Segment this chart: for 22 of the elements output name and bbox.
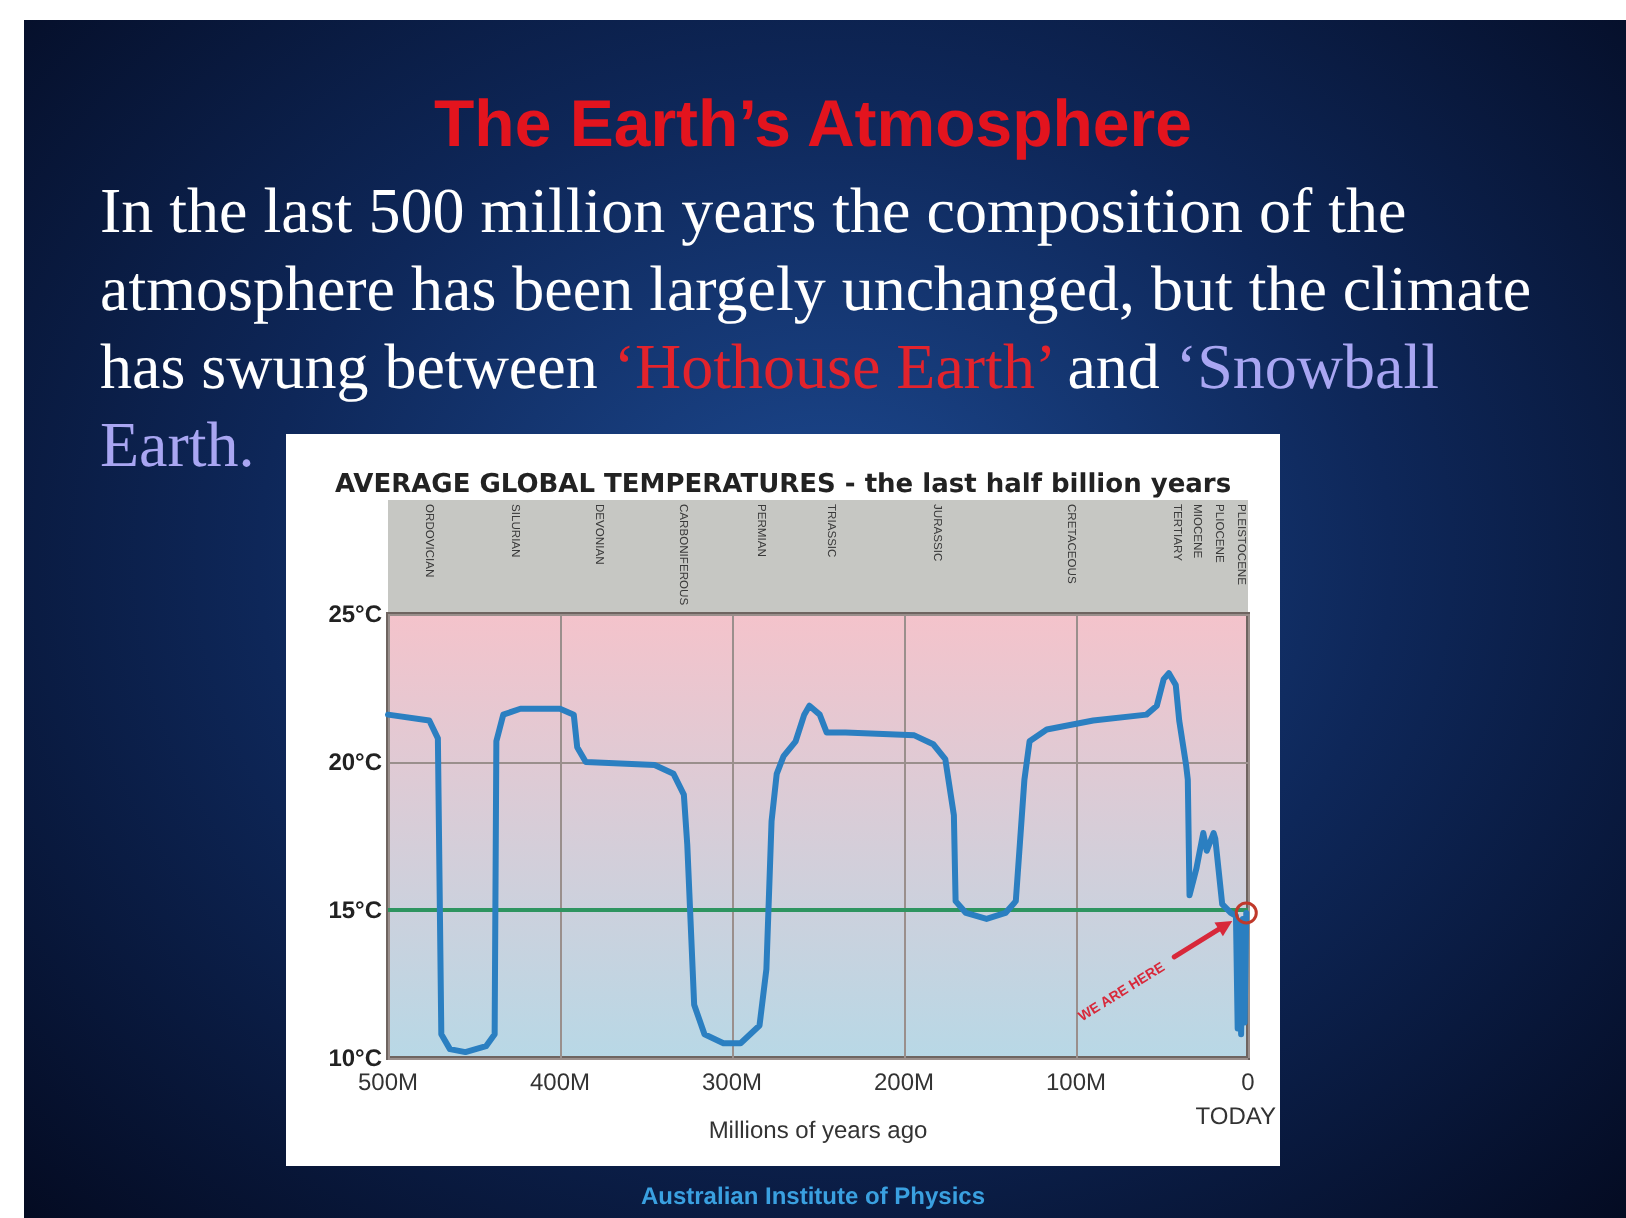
x-tick-label: 200M (873, 1068, 935, 1096)
text: and (1067, 330, 1160, 402)
x-tick-label: 400M (529, 1068, 591, 1096)
text: ‘Hothouse Earth’ (613, 330, 1052, 402)
text: TODAY (1193, 1102, 1276, 1130)
text: Australian Institute of Physics (638, 1180, 988, 1214)
x-axis-title: Millions of years ago (708, 1116, 929, 1144)
x-tick-label: 300M (701, 1068, 763, 1096)
text: atmosphere has been largely unchanged, but the climate (100, 252, 1532, 324)
text: has swung between (100, 330, 598, 402)
y-tick-label: 15°C (328, 896, 383, 924)
text: In the last 500 million years the composition of the (100, 174, 1407, 246)
x-tick-label: 500M (357, 1068, 419, 1096)
text: ‘Snowball (1175, 330, 1439, 402)
y-tick-label: 10°C (328, 1044, 383, 1072)
y-tick-label: 20°C (328, 748, 383, 776)
y-tick-label: 25°C (328, 600, 383, 628)
x-tick-label: 100M (1045, 1068, 1107, 1096)
chart-subtitle: AVERAGE GLOBAL TEMPERATURES - the last half billion years (334, 470, 1232, 500)
x-tick-label: 0 (1241, 1068, 1256, 1096)
chart-title: The Earth’s Atmosphere (432, 84, 1194, 164)
text: Earth. (100, 408, 255, 480)
